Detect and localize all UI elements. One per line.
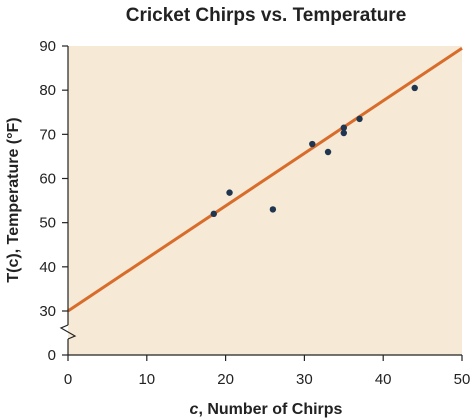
- y-tick-label: 80: [39, 82, 56, 99]
- y-tick-label: 30: [39, 303, 56, 320]
- axis-break-mark: [59, 324, 77, 340]
- y-tick-label: 50: [39, 215, 56, 232]
- data-point-9: [411, 84, 418, 92]
- x-axis-ticks: 0 10 20 30 40 50: [64, 355, 471, 388]
- y-tick-label: 0: [48, 347, 56, 364]
- y-axis-ticks: 0 30 40 50 60 70 80 90: [39, 38, 68, 364]
- x-tick-label: 0: [64, 371, 72, 388]
- x-axis-label-variable: c: [190, 401, 199, 418]
- x-axis-label: c, Number of Chirps: [190, 401, 343, 418]
- y-tick-label: 40: [39, 259, 56, 276]
- plot-area: [68, 46, 462, 355]
- y-tick-label: 60: [39, 171, 56, 188]
- y-tick-label: 70: [39, 126, 56, 143]
- data-points: [210, 84, 418, 218]
- x-tick-label: 40: [375, 371, 392, 388]
- data-point-4: [309, 140, 316, 148]
- chart-title: Cricket Chirps vs. Temperature: [126, 5, 407, 26]
- x-axis-label-text: , Number of Chirps: [198, 401, 342, 418]
- x-tick-label: 10: [138, 371, 155, 388]
- x-tick-label: 30: [296, 371, 313, 388]
- data-point-8: [356, 115, 363, 123]
- data-point-2: [226, 189, 233, 196]
- data-point-5: [324, 148, 332, 156]
- data-point-7: [340, 124, 347, 131]
- trend-line: [67, 46, 463, 313]
- data-point-3: [269, 206, 277, 213]
- y-axis-label: T(c), Temperature (°F): [5, 117, 22, 282]
- data-point-6: [340, 129, 347, 137]
- x-tick-label: 20: [217, 371, 234, 388]
- data-point-1: [210, 210, 217, 218]
- y-tick-label: 90: [39, 38, 56, 55]
- x-tick-label: 50: [454, 371, 471, 388]
